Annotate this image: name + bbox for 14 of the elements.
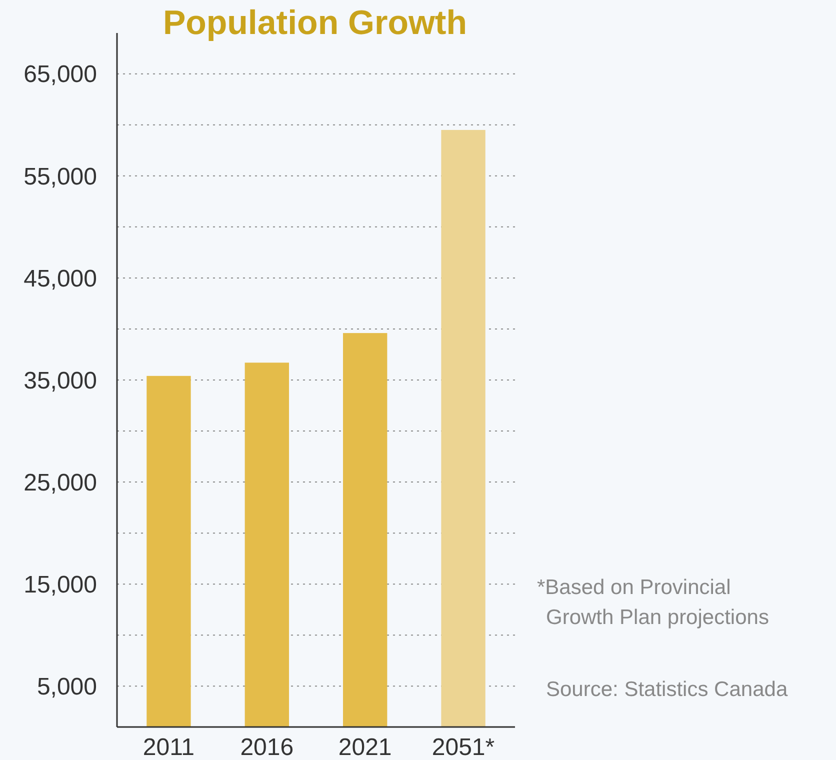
y-tick-label: 45,000 [24,265,97,292]
y-tick-label: 5,000 [36,674,97,701]
y-tick-label: 65,000 [24,61,97,88]
source-note: Source: Statistics Canada [546,678,788,701]
y-tick-label: 15,000 [24,572,97,599]
x-tick-label: 2011 [142,734,195,760]
text: *Based on Provincial Growth Plan projections [537,576,769,629]
x-tick-label: 2016 [240,734,294,760]
y-tick-label: 35,000 [24,367,97,394]
y-tick-label: 25,000 [24,469,97,496]
x-tick-label: 2021 [338,734,392,760]
y-tick-label: 55,000 [24,163,97,190]
x-tick-label: 2051* [432,734,495,760]
chart-title: Population Growth [162,4,468,42]
